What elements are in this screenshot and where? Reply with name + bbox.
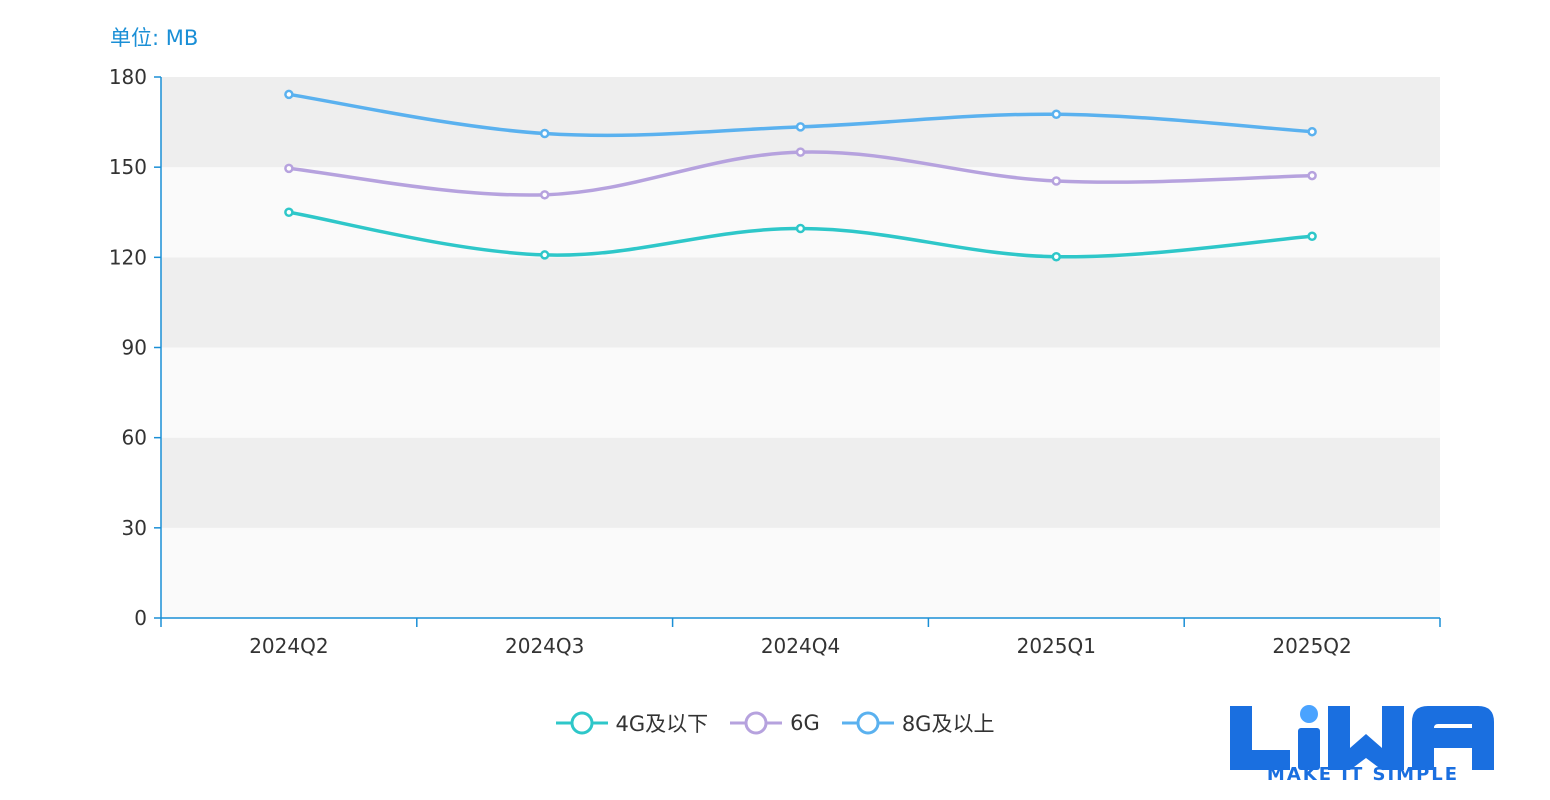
legend-label: 6G — [790, 711, 820, 735]
y-tick-label: 30 — [122, 516, 147, 540]
y-tick-label: 180 — [109, 65, 147, 89]
legend-marker-icon — [730, 711, 783, 735]
grid-band — [161, 527, 1440, 618]
y-tick-label: 90 — [122, 336, 147, 360]
grid-band — [161, 437, 1440, 528]
data-point[interactable] — [795, 223, 806, 234]
legend-label: 4G及以下 — [615, 712, 709, 736]
x-tick-label: 2024Q2 — [249, 634, 328, 658]
data-point[interactable] — [1307, 170, 1317, 181]
x-tick-label: 2025Q1 — [1017, 634, 1096, 658]
grid-band — [161, 257, 1440, 348]
series-points — [284, 89, 1317, 262]
y-tick-label: 150 — [109, 155, 147, 179]
legend: 4G及以下 6G 8G及以上 — [0, 708, 1550, 738]
legend-item-series-3[interactable]: 8G及以上 — [841, 708, 995, 738]
data-point[interactable] — [1307, 126, 1317, 137]
x-tick-label: 2024Q3 — [505, 634, 584, 658]
y-tick-label: 60 — [122, 426, 147, 450]
data-point[interactable] — [284, 89, 294, 100]
x-tick-label: 2025Q2 — [1272, 634, 1351, 658]
legend-marker-icon — [841, 711, 894, 735]
y-tick-label: 0 — [134, 606, 147, 630]
legend-marker-icon — [555, 711, 608, 735]
legend-label: 8G及以上 — [901, 712, 995, 736]
data-point[interactable] — [539, 250, 550, 260]
y-tick-label: 120 — [109, 245, 147, 269]
y-axis-unit-label: 单位: MB — [110, 26, 199, 50]
line-chart: 0 30 60 90 120 150 180 2024Q2 2024Q3 2024Q4 2025Q1… — [109, 65, 1441, 658]
data-point[interactable] — [795, 122, 806, 132]
data-point[interactable] — [539, 128, 550, 139]
data-point[interactable] — [1051, 176, 1062, 186]
liwa-logo — [1230, 705, 1494, 770]
data-point[interactable] — [1051, 109, 1062, 120]
data-point[interactable] — [284, 207, 294, 217]
x-tick-label: 2024Q4 — [761, 634, 840, 658]
legend-item-series-2[interactable]: 6G — [730, 709, 820, 737]
data-point[interactable] — [1307, 231, 1317, 242]
data-point[interactable] — [539, 190, 550, 200]
grid-bands — [161, 77, 1440, 618]
data-point[interactable] — [284, 163, 294, 174]
data-point[interactable] — [795, 147, 806, 157]
axes: 0 30 60 90 120 150 180 2024Q2 2024Q3 2024Q4 2025Q1… — [109, 65, 1441, 658]
logo-tagline: MAKE IT SIMPLE — [1266, 764, 1460, 785]
data-point[interactable] — [1051, 251, 1062, 262]
grid-band — [161, 347, 1440, 438]
legend-item-series-1[interactable]: 4G及以下 — [555, 708, 709, 738]
